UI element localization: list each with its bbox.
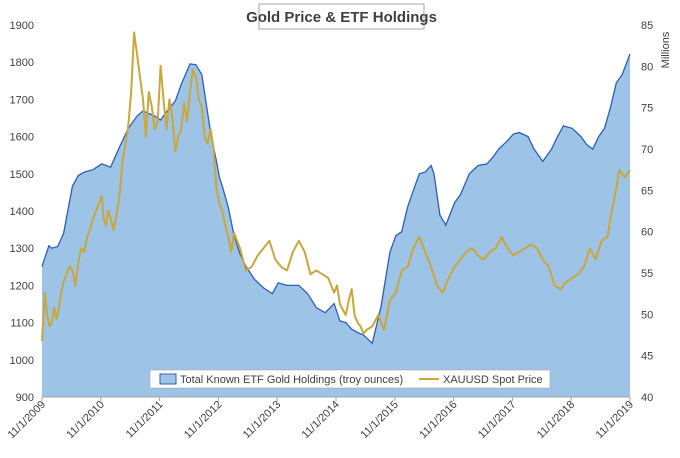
right-tick-label: 40 xyxy=(641,392,653,404)
left-tick-label: 1900 xyxy=(10,20,34,32)
legend-swatch-etf-holdings xyxy=(159,373,177,385)
left-tick-label: 1400 xyxy=(10,206,34,218)
left-tick-label: 1100 xyxy=(10,318,34,330)
legend-box xyxy=(149,369,551,389)
right-tick-label: 85 xyxy=(641,20,653,32)
right-tick-label: 65 xyxy=(641,185,653,197)
left-tick-label: 1800 xyxy=(10,57,34,69)
legend: Total Known ETF Gold Holdings (troy ounc… xyxy=(149,369,551,389)
right-tick-label: 55 xyxy=(641,268,653,280)
legend-label-etf-holdings: Total Known ETF Gold Holdings (troy ounc… xyxy=(180,374,403,386)
right-axis-ticks: 40 45 50 55 60 65 70 75 80 85 xyxy=(641,20,653,404)
right-tick-label: 50 xyxy=(641,309,653,321)
right-tick-label: 75 xyxy=(641,103,653,115)
right-axis-unit-label: Millions xyxy=(660,31,672,68)
title-border xyxy=(258,3,425,30)
spot-price-line-layer xyxy=(41,31,631,342)
left-tick-label: 1500 xyxy=(10,169,34,181)
chart-title: Gold Price & ETF Holdings xyxy=(246,9,437,26)
spot-price-line xyxy=(41,31,631,342)
right-tick-label: 70 xyxy=(641,144,653,156)
left-axis-ticks: 900 1000 1100 1200 1300 1400 1500 1600 1700 1800 1… xyxy=(10,20,34,404)
right-tick-label: 60 xyxy=(641,227,653,239)
right-tick-label: 45 xyxy=(641,351,653,363)
left-tick-label: 1700 xyxy=(10,94,34,106)
left-tick-label: 900 xyxy=(16,392,34,404)
left-tick-label: 1000 xyxy=(10,355,34,367)
left-tick-label: 1300 xyxy=(10,243,34,255)
right-tick-label: 80 xyxy=(641,61,653,73)
title-box: Gold Price & ETF Holdings xyxy=(246,3,437,30)
legend-label-spot-price: XAUUSD Spot Price xyxy=(443,374,543,386)
etf-holdings-area xyxy=(42,53,630,398)
left-tick-label: 1200 xyxy=(10,280,34,292)
left-tick-label: 1600 xyxy=(10,132,34,144)
